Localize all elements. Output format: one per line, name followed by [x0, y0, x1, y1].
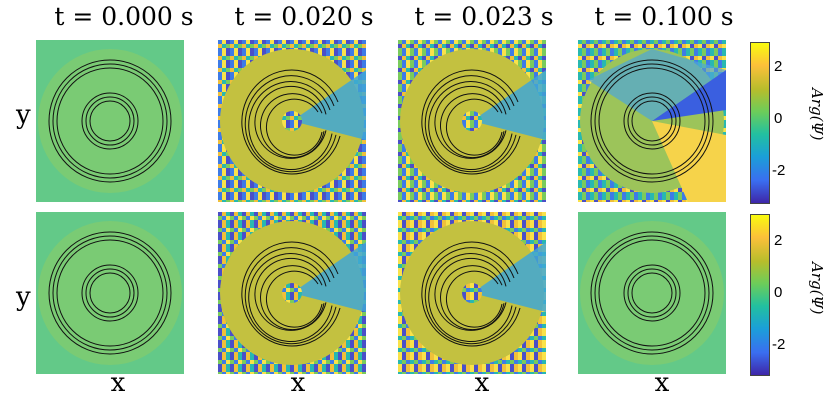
x-axis-label-4: x — [654, 368, 670, 398]
panel-title-3: t = 0.023 s — [414, 2, 554, 31]
phase-panel-r2c3 — [398, 212, 546, 374]
colorbar-top-tick-neg2: -2 — [772, 162, 786, 179]
x-axis-label-3: x — [474, 368, 490, 398]
x-axis-label-1: x — [110, 368, 126, 398]
colorbar-top — [750, 42, 770, 204]
colorbar-bottom-tick-2: 2 — [774, 232, 783, 249]
phase-panel-r1c2 — [218, 40, 366, 202]
phase-panel-r1c1 — [36, 40, 184, 202]
colorbar-bottom — [750, 214, 770, 376]
colorbar-top-label: Arg(Ψ) — [808, 88, 826, 141]
phase-panel-r2c1 — [36, 212, 184, 374]
phase-map-svg — [218, 212, 366, 374]
phase-map-svg — [36, 40, 184, 202]
panel-title-1: t = 0.000 s — [54, 2, 194, 31]
phase-panel-r1c4 — [578, 40, 726, 202]
y-axis-label-bottom: y — [16, 282, 31, 312]
phase-map-svg — [398, 40, 546, 202]
colorbar-top-tick-2: 2 — [774, 58, 783, 75]
colorbar-bottom-tick-neg2: -2 — [772, 336, 786, 353]
phase-map-svg — [578, 212, 726, 374]
colorbar-bottom-tick-0: 0 — [774, 284, 783, 301]
colorbar-bottom-label: Arg(Ψ) — [808, 262, 826, 315]
colorbar-top-tick-0: 0 — [774, 110, 783, 127]
phase-panel-r2c2 — [218, 212, 366, 374]
phase-map-svg — [36, 212, 184, 374]
phase-panel-r1c3 — [398, 40, 546, 202]
y-axis-label-top: y — [16, 100, 31, 130]
panel-title-2: t = 0.020 s — [234, 2, 374, 31]
phase-map-svg — [218, 40, 366, 202]
phase-map-svg — [578, 40, 726, 202]
x-axis-label-2: x — [290, 368, 306, 398]
phase-panel-r2c4 — [578, 212, 726, 374]
panel-title-4: t = 0.100 s — [594, 2, 734, 31]
phase-map-svg — [398, 212, 546, 374]
